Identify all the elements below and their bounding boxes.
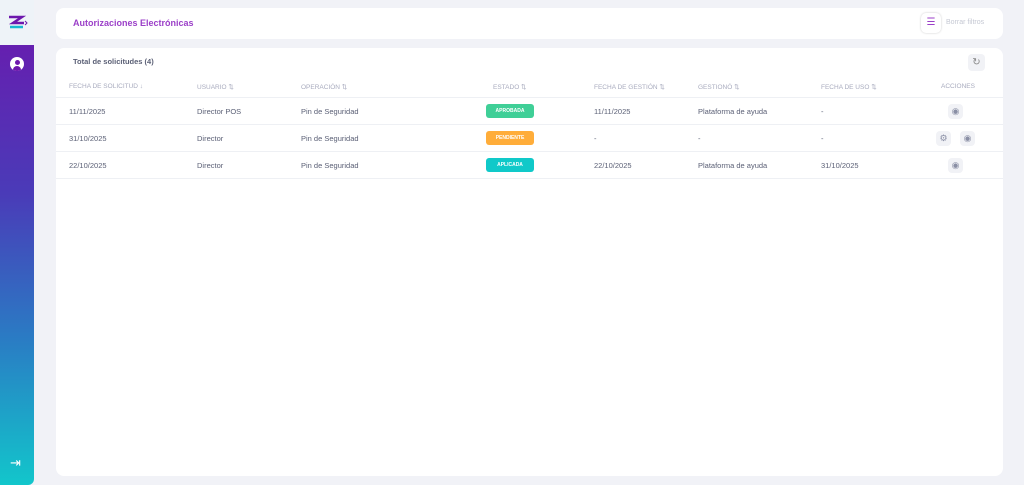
- status-badge: APROBADA: [486, 104, 534, 118]
- filter-icon[interactable]: ☰: [921, 13, 941, 33]
- total-requests: Total de solicitudes (4): [73, 57, 154, 66]
- cell-operacion: Pin de Seguridad: [301, 161, 359, 170]
- view-eye-icon[interactable]: ◉: [948, 104, 963, 119]
- sidebar: ⇥: [0, 0, 34, 485]
- table-row: 22/10/2025 Director Pin de Seguridad 22/10/…: [56, 151, 1003, 178]
- cell-usuario: Director: [197, 134, 224, 143]
- clear-filters-button[interactable]: Borrar filtros: [946, 19, 985, 26]
- col-gestiono[interactable]: GESTIONÓ ⇅: [698, 84, 740, 91]
- refresh-icon[interactable]: ↻: [968, 54, 985, 71]
- col-estado[interactable]: ESTADO ⇅: [493, 84, 527, 91]
- cell-gestion: 22/10/2025: [594, 161, 632, 170]
- view-eye-icon[interactable]: ◉: [960, 131, 975, 146]
- cell-fecha: 22/10/2025: [69, 161, 107, 170]
- status-badge: PENDIENTE: [486, 131, 534, 145]
- app-logo[interactable]: [0, 0, 34, 45]
- cell-uso: -: [821, 107, 824, 116]
- cell-gestiono: -: [698, 134, 701, 143]
- col-fecha-uso[interactable]: FECHA DE USO ⇅: [821, 84, 877, 91]
- cell-gestiono: Plataforma de ayuda: [698, 161, 768, 170]
- page-title: Autorizaciones Electrónicas: [73, 18, 194, 28]
- logout-icon[interactable]: ⇥: [10, 455, 21, 470]
- requests-table-card: Total de solicitudes (4) ↻ FECHA DE SOLI…: [56, 48, 1003, 476]
- cell-fecha: 31/10/2025: [69, 134, 107, 143]
- user-profile-icon[interactable]: [10, 57, 24, 71]
- table-row: 11/11/2025 Director POS Pin de Seguridad 11…: [56, 97, 1003, 124]
- table-divider: [56, 178, 1003, 179]
- cell-operacion: Pin de Seguridad: [301, 134, 359, 143]
- header-card: Autorizaciones Electrónicas ☰ Borrar fil…: [56, 8, 1003, 39]
- col-usuario[interactable]: USUARIO ⇅: [197, 84, 234, 91]
- col-operacion[interactable]: OPERACIÓN ⇅: [301, 84, 348, 91]
- view-eye-icon[interactable]: ◉: [948, 158, 963, 173]
- cell-operacion: Pin de Seguridad: [301, 107, 359, 116]
- cell-fecha: 11/11/2025: [69, 107, 106, 116]
- cell-uso: 31/10/2025: [821, 161, 859, 170]
- cell-uso: -: [821, 134, 824, 143]
- cell-usuario: Director POS: [197, 107, 242, 116]
- table-row: 31/10/2025 Director Pin de Seguridad - - - PEN…: [56, 124, 1003, 151]
- col-acciones: ACCIONES: [941, 83, 975, 90]
- cell-usuario: Director: [197, 161, 224, 170]
- col-fecha-gestion[interactable]: FECHA DE GESTIÓN ⇅: [594, 84, 665, 91]
- cell-gestiono: Plataforma de ayuda: [698, 107, 768, 116]
- status-badge: APLICADA: [486, 158, 534, 172]
- col-fecha-solicitud[interactable]: FECHA DE SOLICITUD ↓: [69, 83, 144, 90]
- cell-gestion: 11/11/2025: [594, 107, 631, 116]
- cell-gestion: -: [594, 134, 597, 143]
- manage-request-icon[interactable]: ⚙: [936, 131, 951, 146]
